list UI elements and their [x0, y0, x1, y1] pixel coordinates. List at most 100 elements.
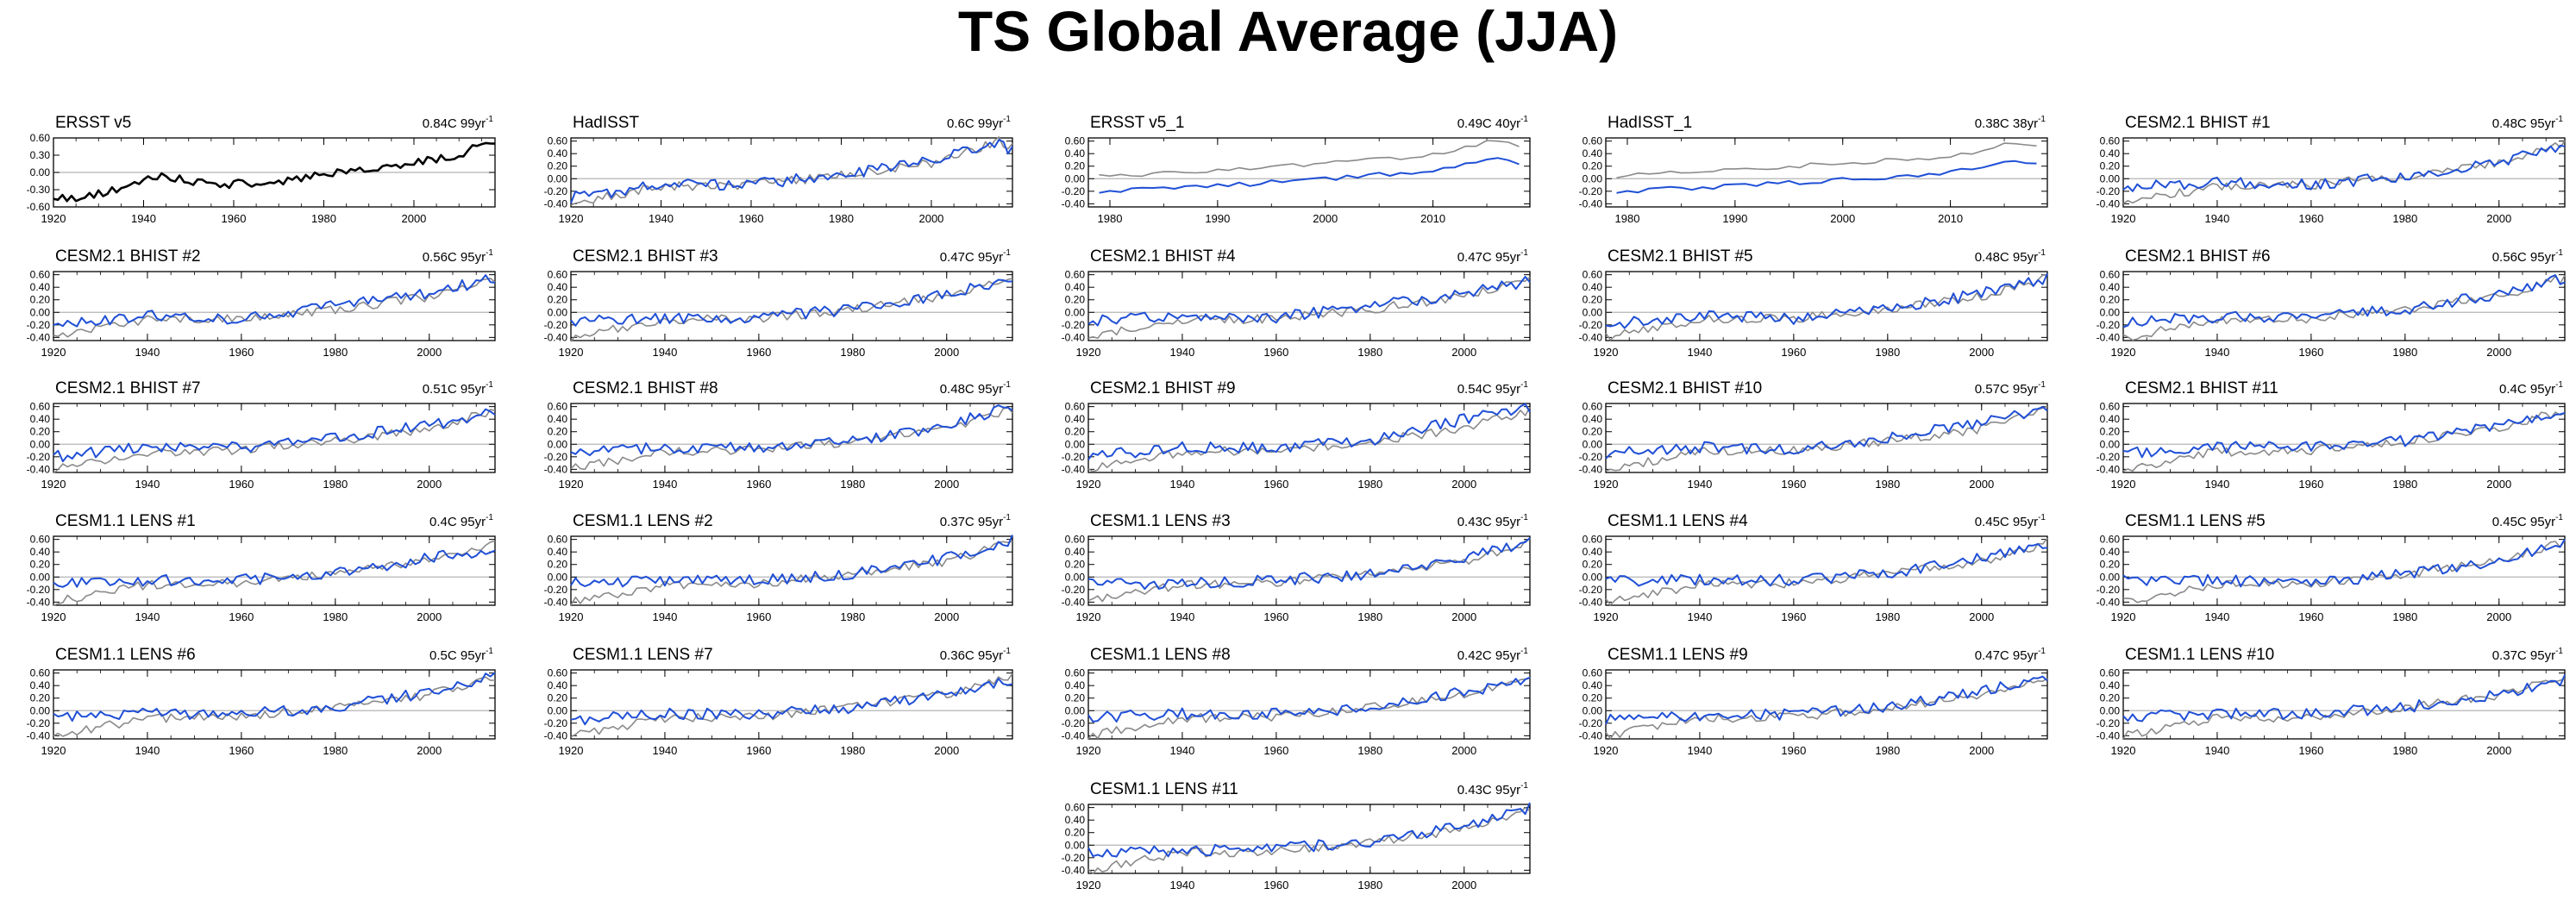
y-tick-label: 0.20 — [1583, 160, 1603, 172]
x-tick-label: 1960 — [1781, 610, 1806, 623]
x-tick-label: 1940 — [2204, 212, 2229, 225]
x-tick-label: 1920 — [1076, 610, 1101, 623]
panel-4: HadISST_1 0.38C 38yr-10.600.400.200.00-0.… — [1579, 114, 2048, 225]
x-tick-label: 1980 — [2392, 610, 2417, 623]
trend-exponent: -1 — [2038, 115, 2046, 124]
panel-title: CESM2.1 BHIST #4 — [1090, 247, 1236, 266]
trend-label: 0.4C 95yr-1 — [429, 513, 493, 529]
y-tick-label: -0.40 — [1062, 197, 1086, 210]
plot-frame — [2122, 535, 2566, 606]
y-tick-label: 0.40 — [30, 413, 51, 425]
y-tick-label: 0.20 — [548, 294, 568, 306]
panel-2: HadISST 0.6C 99yr-10.600.400.200.00-0.20-… — [544, 114, 1013, 225]
panel-title: CESM2.1 BHIST #10 — [1608, 379, 1762, 397]
y-tick-label: 0.60 — [1065, 802, 1086, 814]
x-tick-label: 2000 — [417, 478, 442, 491]
panel-17: CESM1.1 LENS #2 0.37C 95yr-1 0.600.400.200… — [544, 512, 1013, 623]
panel-25: CESM1.1 LENS #10 0.37C 95yr-1 0.600.400.20… — [2097, 646, 2566, 757]
y-tick-label: -0.20 — [1062, 451, 1086, 463]
trend-label: 0.47C 95yr-1 — [1457, 248, 1529, 265]
panel-6: CESM2.1 BHIST #2 0.56C 95yr-1 0.600.400.20… — [27, 247, 496, 359]
y-tick-label: -0.40 — [2097, 596, 2121, 608]
plot-frame — [1605, 535, 2048, 606]
x-tick-label: 2000 — [1451, 346, 1476, 359]
panel-18: CESM1.1 LENS #3 0.43C 95yr-1 0.600.400.200… — [1062, 512, 1531, 623]
x-tick-label: 1980 — [1357, 346, 1382, 359]
series-model — [570, 404, 1013, 457]
trend-exponent: -1 — [486, 248, 493, 258]
y-tick-label: 0.00 — [1065, 438, 1086, 450]
trend-exponent: -1 — [2038, 380, 2046, 390]
panel-title: CESM1.1 LENS #2 — [573, 512, 713, 530]
trend-label: 0.51C 95yr-1 — [423, 380, 494, 397]
panel-title: CESM1.1 LENS #5 — [2125, 512, 2266, 530]
series-model — [2122, 144, 2566, 192]
plot-frame — [53, 403, 496, 473]
x-tick-label: 1960 — [1263, 610, 1288, 623]
y-tick-label: 0.40 — [1583, 546, 1603, 558]
trend-label: 0.43C 95yr-1 — [1457, 513, 1529, 529]
x-tick-label: 1920 — [2111, 346, 2136, 359]
x-tick-label: 1940 — [1169, 478, 1194, 491]
y-tick-label: 0.00 — [548, 172, 568, 185]
y-tick-label: 0.60 — [2100, 135, 2121, 147]
x-tick-label: 1960 — [2298, 212, 2323, 225]
series-model — [2122, 274, 2566, 328]
plot-frame — [1605, 271, 2048, 341]
series-model — [53, 672, 496, 722]
x-tick-label: 2000 — [2486, 610, 2511, 623]
x-tick-label: 1920 — [1076, 478, 1101, 491]
series-obs_overlay — [570, 136, 1013, 206]
series-model — [1087, 676, 1531, 722]
series-observed — [53, 141, 496, 203]
y-tick-label: 0.60 — [1583, 135, 1603, 147]
x-tick-label: 2000 — [2486, 478, 2511, 491]
y-tick-label: 0.40 — [30, 546, 51, 558]
x-tick-label: 1960 — [1263, 744, 1288, 757]
plot-frame — [1087, 535, 1531, 606]
x-tick-label: 2000 — [918, 212, 943, 225]
x-tick-label: 1980 — [840, 610, 865, 623]
series-model — [1605, 406, 2048, 460]
y-tick-label: 0.40 — [548, 147, 568, 160]
y-tick-label: 0.60 — [30, 132, 51, 144]
y-tick-label: 0.00 — [1065, 306, 1086, 318]
x-tick-label: 1920 — [41, 346, 66, 359]
x-tick-label: 1940 — [1687, 478, 1712, 491]
trend-label: 0.36C 95yr-1 — [940, 647, 1012, 663]
series-model — [570, 678, 1013, 726]
x-tick-label: 1980 — [323, 346, 348, 359]
series-obs_overlay — [1605, 537, 2048, 606]
y-tick-label: 0.60 — [1065, 667, 1086, 679]
trend-label: 0.49C 40yr-1 — [1457, 115, 1529, 131]
y-tick-label: -0.40 — [1579, 331, 1603, 343]
series-obs_overlay — [1087, 538, 1531, 603]
plot-frame — [2122, 403, 2566, 473]
x-tick-label: 1920 — [2111, 212, 2136, 225]
plot-frame — [53, 535, 496, 606]
plot-frame — [1087, 137, 1531, 208]
trend-label: 0.48C 95yr-1 — [2492, 115, 2564, 131]
x-tick-label: 1920 — [1594, 478, 1619, 491]
series-obs_overlay — [1605, 405, 2048, 472]
x-tick-label: 1980 — [840, 478, 865, 491]
y-tick-label: 0.30 — [30, 149, 51, 161]
x-tick-label: 1940 — [652, 744, 677, 757]
plot-frame — [570, 669, 1013, 740]
y-tick-label: 0.00 — [30, 306, 51, 318]
trend-label: 0.45C 95yr-1 — [1975, 513, 2046, 529]
x-tick-label: 1940 — [1169, 879, 1194, 891]
y-tick-label: 0.20 — [1583, 559, 1603, 571]
trend-label: 0.45C 95yr-1 — [2492, 513, 2564, 529]
panel-9: CESM2.1 BHIST #5 0.48C 95yr-1 0.600.400.20… — [1579, 247, 2048, 359]
x-tick-label: 1960 — [1263, 879, 1288, 891]
y-tick-label: 0.00 — [1065, 172, 1086, 185]
y-tick-label: 0.60 — [1583, 534, 1603, 546]
series-obs_overlay — [2122, 141, 2566, 204]
y-tick-label: -0.40 — [1579, 596, 1603, 608]
x-tick-label: 1940 — [649, 212, 674, 225]
y-tick-label: 0.00 — [548, 571, 568, 583]
plot-frame — [570, 535, 1013, 606]
y-tick-label: 0.00 — [1583, 571, 1603, 583]
series-obs_overlay — [53, 409, 496, 474]
